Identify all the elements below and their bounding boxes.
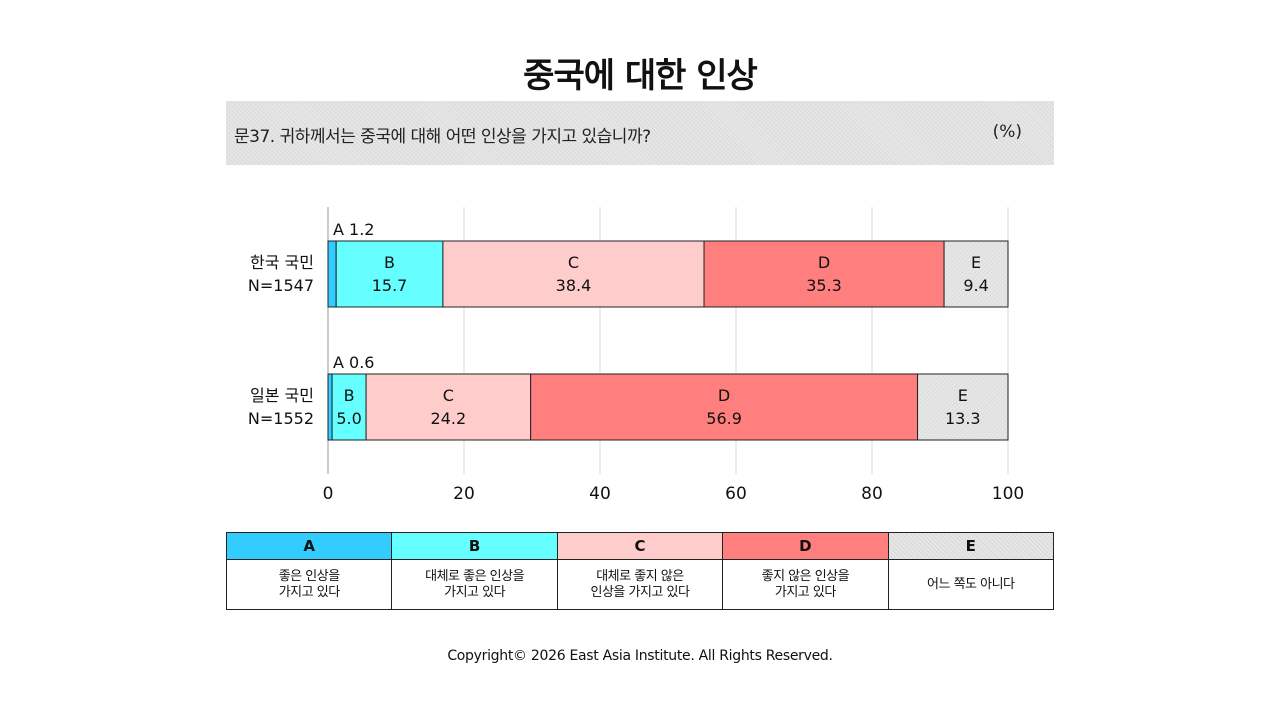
data-label-b: 5.0 (336, 409, 361, 428)
data-label-b: 15.7 (372, 276, 408, 295)
legend-text-b: 대체로 좋은 인상을 가지고 있다 (391, 559, 558, 610)
bar-segment-a (327, 240, 337, 308)
data-label-e: 13.3 (945, 409, 981, 428)
legend-text-a: 좋은 인상을 가지고 있다 (225, 559, 393, 610)
bar-segment-d (530, 373, 919, 441)
legend-header-b: B (391, 532, 558, 560)
legend-header-c: C (556, 532, 724, 560)
legend-text-e: 어느 쪽도 아니다 (887, 559, 1055, 610)
bar-segment-b (331, 373, 367, 441)
bar-segment-c (442, 240, 705, 308)
x-tick-label: 40 (589, 484, 611, 504)
copyright-text: Copyright© 2026 East Asia Institute. All… (447, 648, 833, 664)
x-tick-label: 60 (725, 484, 747, 504)
bar-segment-e (917, 373, 1009, 441)
x-tick-label: 20 (453, 484, 475, 504)
legend-text-d: 좋지 않은 인상을 가지고 있다 (722, 559, 889, 610)
question-text: 문37. 귀하께서는 중국에 대해 어떤 인상을 가지고 있습니까? (234, 127, 651, 147)
row-n-label: N=1547 (248, 276, 314, 295)
legend-text-c: 대체로 좋지 않은 인상을 가지고 있다 (556, 559, 724, 610)
bar-segment-c (365, 373, 532, 441)
bar-segment-d (703, 240, 945, 308)
data-label-d: 56.9 (706, 409, 742, 428)
bar-segment-b (335, 240, 444, 308)
segment-key-label: B (384, 253, 395, 272)
data-label-c: 24.2 (431, 409, 467, 428)
unit-label: (%) (992, 122, 1022, 142)
segment-key-label: D (818, 253, 830, 272)
legend-table: A B C D E 좋은 인상을 가지고 있다 대체로 좋은 인상을 가지고 있… (225, 532, 1055, 610)
legend-header-a: A (225, 532, 393, 560)
x-tick-label: 0 (323, 484, 334, 504)
row-n-label: N=1552 (248, 409, 314, 428)
row-label: 일본 국민 (250, 386, 314, 405)
question-box: 문37. 귀하께서는 중국에 대해 어떤 인상을 가지고 있습니까? (%) (226, 101, 1054, 165)
stacked-bar-chart: 0 20 40 60 80 100 한국 국민 N=1547 A 1.2 B 15.7 C 38.4 D 3… (248, 207, 1024, 504)
legend-header-d: D (722, 532, 889, 560)
segment-key-label: E (971, 253, 981, 272)
segment-key-label: D (718, 386, 730, 405)
segment-key-label: E (958, 386, 968, 405)
x-tick-label: 80 (861, 484, 883, 504)
data-label-d: 35.3 (806, 276, 842, 295)
chart-title: 중국에 대한 인상 (523, 56, 758, 96)
segment-key-label: B (344, 386, 355, 405)
x-tick-label: 100 (992, 484, 1024, 504)
data-label-a: A 1.2 (333, 220, 374, 239)
data-label-a: A 0.6 (333, 353, 374, 372)
legend-header-e: E (887, 532, 1055, 560)
row-label: 한국 국민 (250, 253, 314, 272)
segment-key-label: C (568, 253, 579, 272)
bar-segment-a (327, 373, 333, 441)
data-label-e: 9.4 (963, 276, 988, 295)
bar-segment-e (943, 240, 1009, 308)
data-label-c: 38.4 (556, 276, 592, 295)
segment-key-label: C (443, 386, 454, 405)
